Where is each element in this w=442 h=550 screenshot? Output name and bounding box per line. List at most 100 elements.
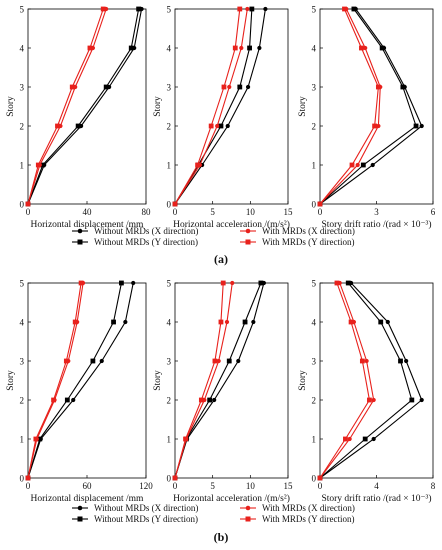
series-point (221, 84, 227, 90)
x-axis-label: Horizontal acceleration /(m/s²) (173, 219, 290, 230)
y-tick-label: 5 (20, 279, 25, 289)
x-axis-label: Horizontal displacement /mm (31, 494, 145, 504)
series-point (251, 319, 256, 325)
series-point (78, 280, 84, 286)
series-line (27, 8, 104, 205)
y-tick-label: 0 (167, 200, 172, 210)
series-point (212, 397, 217, 403)
series-line (27, 282, 82, 479)
x-tick-label: 80 (142, 207, 152, 217)
series-point (379, 45, 385, 51)
y-tick-label: 5 (312, 279, 317, 289)
x-tick-label: 6 (431, 207, 436, 217)
x-tick-label: 15 (284, 207, 294, 217)
y-tick-label: 2 (312, 396, 317, 406)
series-point (317, 475, 323, 481)
y-tick-label: 4 (312, 318, 317, 328)
series-point (75, 123, 81, 129)
legend-a-label-2: Without MRDs (Y direction) (94, 237, 198, 247)
series-line (27, 8, 143, 205)
panel-label-a: (a) (214, 252, 228, 266)
series-line (319, 8, 379, 205)
series-point (239, 45, 244, 51)
series-line (174, 282, 224, 479)
chart-2: 0 1 2 3 4 5 0 5 10 15 Horizontal acceleration /(m/… (153, 5, 293, 231)
x-tick-label: 0 (26, 481, 31, 491)
series-point (198, 397, 204, 403)
y-tick-label: 0 (167, 474, 172, 484)
series-point (249, 6, 255, 12)
x-axis-label: Story drift ratio /(rad × 10⁻³) (321, 493, 431, 504)
series-point (376, 123, 381, 129)
y-tick-label: 5 (167, 5, 172, 15)
series-point (245, 84, 251, 90)
legend-b-entry-3: With MRDs (Y direction) (240, 514, 355, 524)
x-tick-label: 0 (26, 207, 31, 217)
series-point (123, 319, 128, 325)
series-point (247, 45, 252, 51)
x-tick-label: 15 (284, 481, 294, 491)
x-tick-label: 0 (318, 481, 323, 491)
plot-frame (174, 282, 289, 479)
legend-b: Without MRDs (X direction) With MRDs (X … (72, 503, 355, 524)
y-tick-label: 3 (20, 83, 25, 93)
y-tick-label: 2 (20, 122, 25, 132)
series-point (40, 162, 46, 168)
y-tick-label: 2 (167, 396, 172, 406)
series-line (319, 282, 413, 479)
y-tick-label: 4 (20, 318, 25, 328)
series-point (87, 45, 93, 51)
series-point (347, 436, 352, 442)
series-point (419, 397, 424, 403)
series-point (355, 162, 360, 168)
y-tick-label: 5 (167, 279, 172, 289)
x-tick-label: 5 (210, 481, 215, 491)
series-point (237, 6, 243, 12)
y-axis-label: Story (298, 370, 308, 391)
series-point (419, 123, 424, 129)
plot-frame (319, 282, 434, 479)
series-point (111, 319, 116, 325)
series-point (183, 436, 188, 442)
y-tick-label: 5 (20, 5, 25, 15)
series-point (33, 436, 39, 442)
series-point (409, 397, 415, 403)
series-point (220, 280, 226, 286)
x-tick-label: 8 (431, 481, 436, 491)
series-point (359, 45, 364, 51)
series-line (174, 8, 241, 205)
legend-b-entry-2: Without MRDs (Y direction) (72, 514, 198, 524)
x-tick-label: 0 (318, 207, 323, 217)
y-axis-label: Story (6, 370, 16, 391)
y-axis-label: Story (153, 370, 163, 391)
legend-b-label-0: Without MRDs (X direction) (94, 503, 198, 513)
series-line (27, 282, 122, 479)
legend-a-entry-0: Without MRDs (X direction) (72, 226, 198, 236)
legend-a-entry-2: Without MRDs (Y direction) (72, 237, 198, 247)
series-line (174, 8, 266, 205)
series-line (27, 282, 84, 479)
x-axis-label: Horizontal displacement /mm (31, 220, 145, 230)
y-axis-label: Story (298, 96, 308, 117)
y-tick-label: 3 (167, 357, 172, 367)
legend-b-entry-0: Without MRDs (X direction) (72, 503, 198, 513)
series-point (25, 475, 31, 481)
series-point (364, 358, 369, 364)
y-tick-label: 4 (312, 44, 317, 54)
legend-a-label-3: With MRDs (Y direction) (262, 237, 355, 247)
y-axis-label: Story (6, 96, 16, 117)
series-point (225, 123, 230, 129)
panel-label-b: (b) (214, 530, 229, 544)
series-line (27, 8, 107, 205)
series-line (319, 8, 417, 205)
series-point (103, 84, 109, 90)
x-tick-label: 120 (139, 481, 153, 491)
legend-b-label-2: Without MRDs (Y direction) (94, 514, 198, 524)
series-point (64, 397, 70, 403)
y-tick-label: 2 (312, 122, 317, 132)
series-point (345, 280, 351, 286)
y-tick-label: 1 (20, 435, 25, 445)
